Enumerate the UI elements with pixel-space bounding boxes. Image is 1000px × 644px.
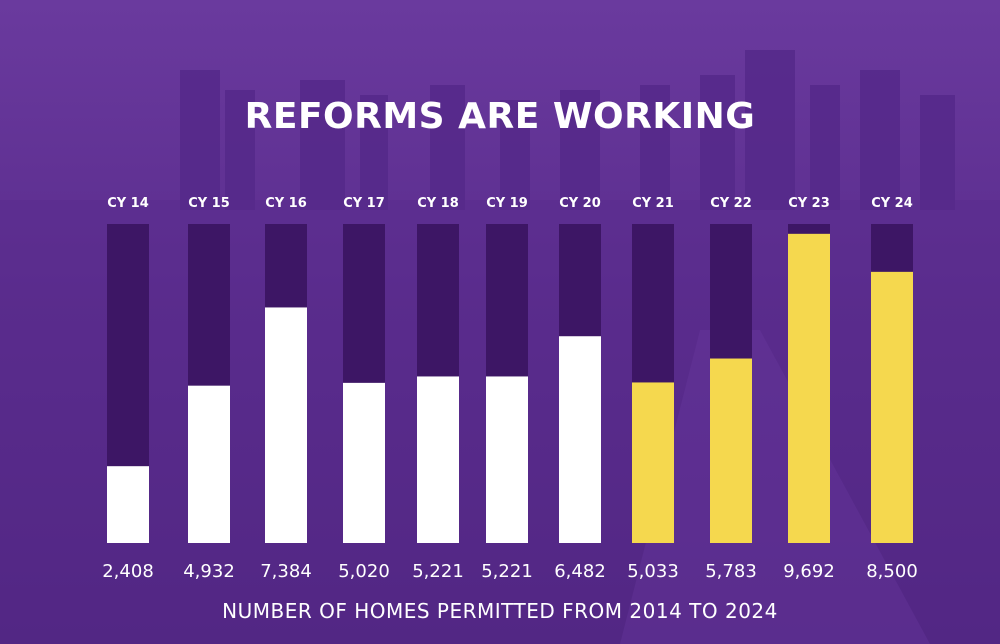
bar <box>417 376 459 543</box>
category-label: CY 23 <box>788 196 830 211</box>
category-label: CY 14 <box>107 196 149 211</box>
category-label: CY 20 <box>559 196 601 211</box>
bar <box>710 358 752 543</box>
category-label: CY 17 <box>343 196 385 211</box>
chart-title: REFORMS ARE WORKING <box>244 96 756 137</box>
value-label: 9,692 <box>783 561 835 582</box>
bar <box>343 382 385 543</box>
category-label: CY 22 <box>710 196 752 211</box>
value-label: 5,783 <box>705 561 757 582</box>
value-label: 5,020 <box>338 561 390 582</box>
value-label: 5,221 <box>481 561 533 582</box>
category-label: CY 21 <box>632 196 674 211</box>
bar <box>788 233 830 543</box>
bar <box>559 336 601 543</box>
bar <box>265 307 307 543</box>
value-label: 8,500 <box>866 561 918 582</box>
chart-subtitle: NUMBER OF HOMES PERMITTED FROM 2014 TO 2… <box>222 599 778 623</box>
category-label: CY 15 <box>188 196 230 211</box>
value-label: 6,482 <box>554 561 606 582</box>
value-label: 5,033 <box>627 561 679 582</box>
bar <box>107 466 149 543</box>
value-label: 4,932 <box>183 561 235 582</box>
category-label: CY 19 <box>486 196 528 211</box>
bar <box>188 385 230 543</box>
bar <box>871 271 913 543</box>
category-label: CY 24 <box>871 196 913 211</box>
bar <box>632 382 674 543</box>
bar <box>486 376 528 543</box>
value-label: 2,408 <box>102 561 154 582</box>
category-label: CY 18 <box>417 196 459 211</box>
value-label: 7,384 <box>260 561 312 582</box>
value-label: 5,221 <box>412 561 464 582</box>
category-label: CY 16 <box>265 196 307 211</box>
